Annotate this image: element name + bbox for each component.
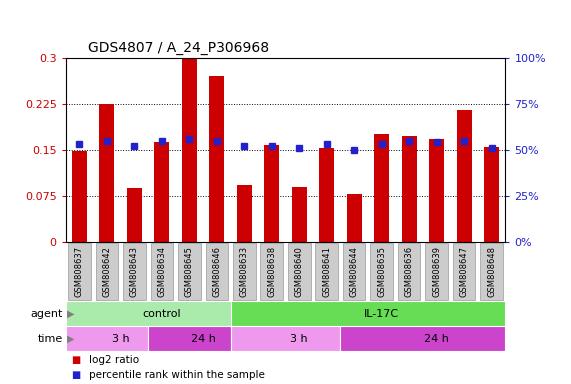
Text: 24 h: 24 h (191, 334, 215, 344)
FancyBboxPatch shape (315, 243, 338, 300)
Text: GSM808633: GSM808633 (240, 246, 249, 297)
Bar (66, 326, 148, 351)
Text: GSM808635: GSM808635 (377, 246, 386, 297)
FancyBboxPatch shape (178, 243, 200, 300)
Bar (484, 147, 499, 242)
Text: GSM808636: GSM808636 (405, 246, 413, 297)
Text: ■: ■ (71, 355, 81, 365)
Text: GSM808638: GSM808638 (267, 246, 276, 297)
FancyBboxPatch shape (453, 243, 476, 300)
Bar (429, 139, 444, 242)
Text: GSM808648: GSM808648 (487, 246, 496, 297)
FancyBboxPatch shape (343, 243, 365, 300)
FancyBboxPatch shape (123, 243, 146, 300)
Text: GSM808647: GSM808647 (460, 246, 469, 297)
FancyBboxPatch shape (480, 243, 503, 300)
FancyBboxPatch shape (233, 243, 256, 300)
Text: GSM808645: GSM808645 (185, 246, 194, 297)
Bar (99, 104, 114, 242)
Text: 3 h: 3 h (112, 334, 130, 344)
Text: agent: agent (30, 309, 63, 319)
Bar (292, 187, 307, 242)
Bar (264, 145, 279, 242)
Text: time: time (38, 334, 63, 344)
Text: GSM808643: GSM808643 (130, 246, 139, 297)
Bar (457, 110, 472, 242)
Text: IL-17C: IL-17C (364, 309, 399, 319)
Text: 3 h: 3 h (291, 334, 308, 344)
Bar (374, 134, 389, 242)
Text: ■: ■ (71, 370, 81, 381)
Bar (401, 136, 417, 242)
Text: GSM808634: GSM808634 (158, 246, 166, 297)
Bar (209, 76, 224, 242)
Bar (72, 151, 87, 242)
Text: ▶: ▶ (67, 309, 74, 319)
FancyBboxPatch shape (288, 243, 311, 300)
Bar (340, 326, 505, 351)
Bar (182, 60, 197, 242)
Bar (237, 185, 252, 242)
Text: control: control (143, 309, 181, 319)
Text: GSM808644: GSM808644 (349, 246, 359, 297)
Text: GSM808640: GSM808640 (295, 246, 304, 297)
Bar (127, 188, 142, 242)
Text: 24 h: 24 h (424, 334, 449, 344)
Text: GSM808642: GSM808642 (102, 246, 111, 297)
Text: GSM808637: GSM808637 (75, 246, 84, 297)
Text: log2 ratio: log2 ratio (89, 355, 139, 365)
Text: GDS4807 / A_24_P306968: GDS4807 / A_24_P306968 (88, 41, 269, 55)
Bar (347, 194, 362, 242)
Text: percentile rank within the sample: percentile rank within the sample (89, 370, 264, 381)
FancyBboxPatch shape (371, 243, 393, 300)
FancyBboxPatch shape (260, 243, 283, 300)
Bar (231, 326, 340, 351)
FancyBboxPatch shape (151, 243, 173, 300)
Bar (154, 142, 170, 242)
FancyBboxPatch shape (425, 243, 448, 300)
Bar (231, 301, 505, 326)
Text: GSM808646: GSM808646 (212, 246, 222, 297)
Text: ▶: ▶ (67, 334, 74, 344)
FancyBboxPatch shape (68, 243, 91, 300)
Bar (319, 148, 334, 242)
FancyBboxPatch shape (95, 243, 118, 300)
Bar (66, 301, 231, 326)
FancyBboxPatch shape (206, 243, 228, 300)
FancyBboxPatch shape (398, 243, 420, 300)
Text: GSM808639: GSM808639 (432, 246, 441, 297)
Text: GSM808641: GSM808641 (322, 246, 331, 297)
Bar (148, 326, 231, 351)
